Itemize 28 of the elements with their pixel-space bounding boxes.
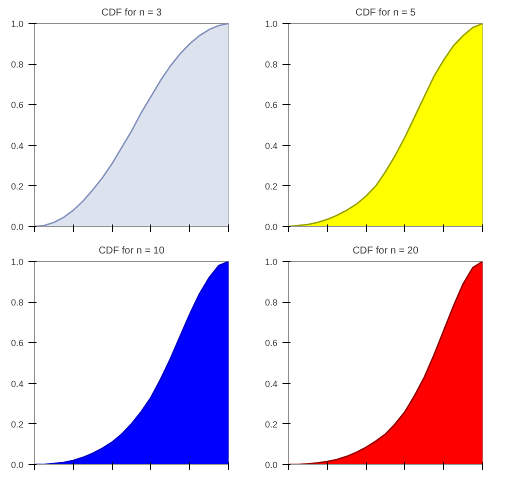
y-tick-label: 0.0 <box>10 460 24 470</box>
y-tick-label: 1.0 <box>10 19 24 29</box>
y-tick-label: 0.4 <box>264 378 278 389</box>
y-tick-label: 0.6 <box>10 100 24 110</box>
y-tick-label: 0.6 <box>264 100 278 110</box>
y-tick-label: 0.6 <box>10 338 24 348</box>
chart-title: CDF for n = 10 <box>98 246 165 256</box>
y-tick-label: 1.0 <box>264 19 278 29</box>
y-tick-label: 0.4 <box>10 378 24 389</box>
chart-title: CDF for n = 3 <box>101 8 162 18</box>
y-tick-label: 0.2 <box>264 181 278 192</box>
y-tick-label: 1.0 <box>10 257 24 267</box>
y-tick-label: 1.0 <box>264 257 278 267</box>
y-tick-label: 0.4 <box>264 140 278 151</box>
chart-title: CDF for n = 5 <box>355 8 416 18</box>
y-tick-label: 0.2 <box>264 419 278 430</box>
y-tick-label: 0.0 <box>264 460 278 470</box>
y-tick-label: 0.8 <box>10 60 24 70</box>
y-tick-label: 0.8 <box>264 60 278 70</box>
y-tick-label: 0.8 <box>264 298 278 308</box>
y-tick-label: 0.0 <box>264 222 278 232</box>
y-tick-label: 0.2 <box>10 181 24 192</box>
y-tick-label: 0.2 <box>10 419 24 430</box>
y-tick-label: 0.4 <box>10 140 24 151</box>
chart-title: CDF for n = 20 <box>352 246 419 256</box>
y-tick-label: 0.0 <box>10 222 24 232</box>
y-tick-label: 0.8 <box>10 298 24 308</box>
y-tick-label: 0.6 <box>264 338 278 348</box>
